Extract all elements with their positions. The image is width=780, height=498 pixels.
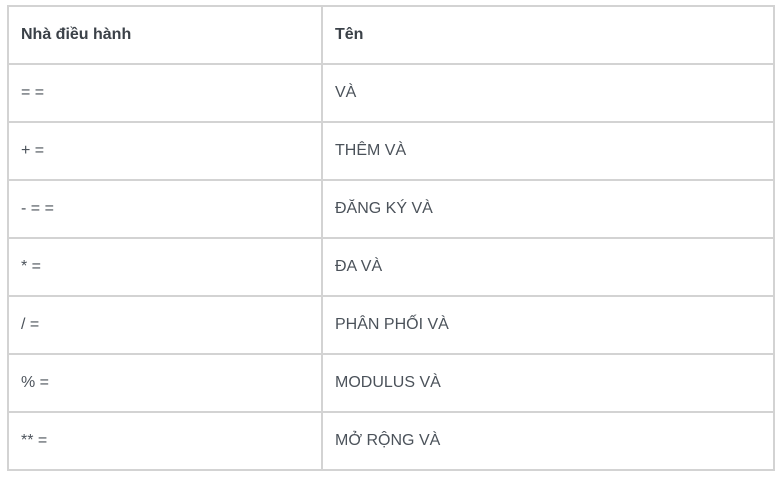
table-row: ** = MỞ RỘNG VÀ [7,411,775,471]
name-cell: ĐĂNG KÝ VÀ [321,179,775,239]
operator-cell: * = [7,237,323,297]
operator-cell: ** = [7,411,323,471]
name-cell: PHÂN PHỐI VÀ [321,295,775,355]
table-row: / = PHÂN PHỐI VÀ [7,295,775,355]
name-cell: ĐA VÀ [321,237,775,297]
operators-table: Nhà điều hành Tên = = VÀ + = THÊM VÀ - = =… [7,5,775,471]
operator-cell: / = [7,295,323,355]
table-row: % = MODULUS VÀ [7,353,775,413]
table-row: = = VÀ [7,63,775,123]
operator-cell: = = [7,63,323,123]
operator-cell: % = [7,353,323,413]
operator-cell: - = = [7,179,323,239]
name-cell: MỞ RỘNG VÀ [321,411,775,471]
name-cell: MODULUS VÀ [321,353,775,413]
name-cell: THÊM VÀ [321,121,775,181]
table-row: + = THÊM VÀ [7,121,775,181]
header-name: Tên [321,5,775,65]
operator-cell: + = [7,121,323,181]
header-operator: Nhà điều hành [7,5,323,65]
name-cell: VÀ [321,63,775,123]
header-row: Nhà điều hành Tên [7,5,775,65]
table-row: * = ĐA VÀ [7,237,775,297]
table-row: - = = ĐĂNG KÝ VÀ [7,179,775,239]
